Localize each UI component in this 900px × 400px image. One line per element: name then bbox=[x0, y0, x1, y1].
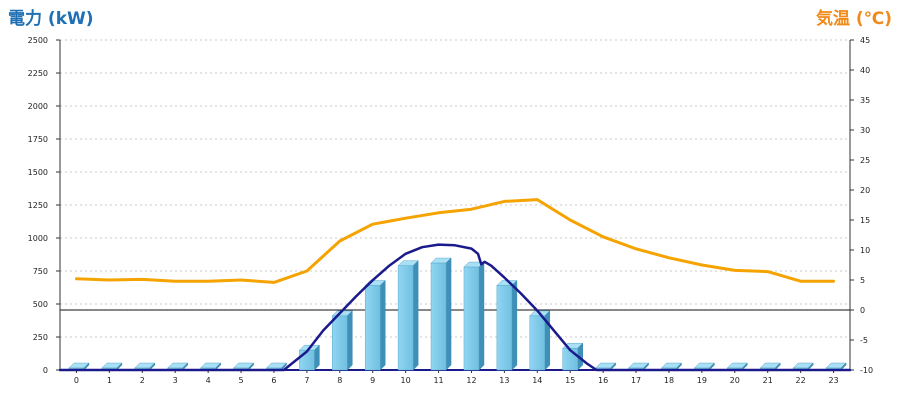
bar bbox=[298, 344, 320, 371]
tick-labels: 02505007501000125015001750200022502500-1… bbox=[28, 36, 873, 385]
bar-side bbox=[445, 257, 452, 371]
right-axis-title: 気温 (℃) bbox=[815, 9, 892, 29]
x-tick-label: 13 bbox=[499, 376, 509, 385]
x-tick-label: 11 bbox=[433, 376, 443, 385]
left-tick-label: 750 bbox=[33, 267, 48, 276]
bar bbox=[331, 310, 353, 371]
right-tick-label: 20 bbox=[860, 186, 870, 195]
x-tick-label: 19 bbox=[697, 376, 707, 385]
bar-front bbox=[463, 266, 480, 371]
right-tick-label: 45 bbox=[860, 36, 870, 45]
left-tick-label: 1250 bbox=[28, 201, 48, 210]
bar bbox=[496, 279, 518, 371]
x-tick-label: 9 bbox=[370, 376, 375, 385]
left-tick-label: 0 bbox=[43, 366, 48, 375]
x-tick-label: 14 bbox=[532, 376, 542, 385]
x-tick-label: 22 bbox=[796, 376, 806, 385]
x-tick-label: 20 bbox=[730, 376, 740, 385]
bar-side bbox=[511, 279, 518, 371]
x-tick-label: 4 bbox=[206, 376, 211, 385]
left-tick-label: 2500 bbox=[28, 36, 48, 45]
bar-front bbox=[529, 315, 546, 371]
x-tick-label: 21 bbox=[763, 376, 773, 385]
bar-side bbox=[379, 279, 386, 371]
x-tick-label: 12 bbox=[466, 376, 476, 385]
right-tick-label: 25 bbox=[860, 156, 870, 165]
x-tick-label: 3 bbox=[173, 376, 178, 385]
left-tick-label: 250 bbox=[33, 333, 48, 342]
x-tick-label: 15 bbox=[565, 376, 575, 385]
gridlines bbox=[60, 39, 850, 338]
bar-side bbox=[347, 310, 353, 371]
bar-side bbox=[412, 260, 419, 371]
right-tick-label: 5 bbox=[860, 276, 865, 285]
left-tick-label: 1750 bbox=[28, 135, 48, 144]
x-tick-label: 10 bbox=[401, 376, 411, 385]
power-curve bbox=[58, 243, 852, 372]
left-tick-label: 1000 bbox=[28, 234, 48, 243]
x-tick-label: 16 bbox=[598, 376, 608, 385]
bar bbox=[463, 261, 485, 371]
left-axis-title: 電力 (kW) bbox=[8, 9, 94, 29]
bar-side bbox=[478, 261, 485, 371]
bar-front bbox=[299, 349, 315, 371]
bar bbox=[397, 260, 419, 371]
bar bbox=[364, 279, 386, 371]
right-tick-label: 10 bbox=[860, 246, 870, 255]
right-tick-label: 0 bbox=[860, 306, 865, 315]
lines bbox=[58, 198, 852, 372]
x-tick-label: 23 bbox=[828, 376, 838, 385]
right-tick-label: -5 bbox=[860, 336, 868, 345]
x-tick-label: 6 bbox=[271, 376, 276, 385]
bar-front bbox=[430, 262, 447, 371]
right-tick-label: 40 bbox=[860, 66, 870, 75]
temperature-line bbox=[75, 198, 835, 284]
right-tick-label: 35 bbox=[860, 96, 870, 105]
left-tick-label: 500 bbox=[33, 300, 48, 309]
power-bars bbox=[68, 257, 847, 371]
axes bbox=[56, 39, 854, 373]
x-tick-label: 8 bbox=[337, 376, 342, 385]
left-tick-label: 2000 bbox=[28, 102, 48, 111]
x-tick-label: 7 bbox=[304, 376, 309, 385]
left-tick-label: 1500 bbox=[28, 168, 48, 177]
bar-front bbox=[496, 285, 513, 371]
x-tick-label: 1 bbox=[107, 376, 112, 385]
x-tick-label: 17 bbox=[631, 376, 641, 385]
bar-front bbox=[397, 265, 414, 371]
right-tick-label: -10 bbox=[860, 366, 873, 375]
right-tick-label: 30 bbox=[860, 126, 870, 135]
bar bbox=[529, 310, 551, 371]
x-tick-label: 5 bbox=[238, 376, 243, 385]
bar bbox=[430, 257, 452, 371]
right-tick-label: 15 bbox=[860, 216, 870, 225]
bar-front bbox=[332, 315, 348, 371]
x-tick-label: 2 bbox=[140, 376, 145, 385]
left-tick-label: 2250 bbox=[28, 69, 48, 78]
x-tick-label: 0 bbox=[74, 376, 79, 385]
bar-front bbox=[364, 285, 381, 371]
x-tick-label: 18 bbox=[664, 376, 674, 385]
